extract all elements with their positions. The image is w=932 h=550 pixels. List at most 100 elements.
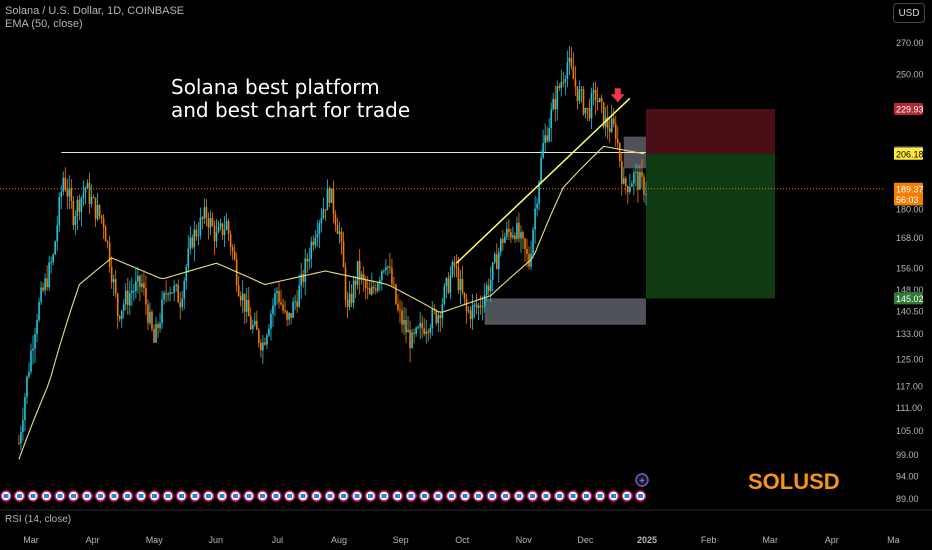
candle-body [578,89,581,102]
candle-body [280,302,282,305]
candle-body [510,232,512,238]
candle [78,194,81,221]
flag-stripe [17,494,22,498]
candle-body [268,328,270,336]
ema-legend[interactable]: EMA (50, close) [5,18,83,30]
candle-body [514,235,516,240]
candle-body [429,328,432,333]
candle-body [260,342,262,351]
price-tag: 189.37 [894,182,924,195]
currency-button[interactable]: USD [893,3,925,23]
candle-body [330,188,333,203]
candle-body [100,215,103,219]
candle-body [161,299,163,324]
candle-body [173,285,175,293]
candle-body [80,197,83,212]
candle [370,272,373,296]
candle-body [215,232,218,242]
event-marker [148,490,161,502]
candle-body [102,218,105,228]
candle [241,280,244,314]
x-tick-label: Mar [762,535,778,545]
candle-body [48,262,50,288]
candle-body [54,241,56,255]
flag-stripe [503,494,508,498]
candle [46,265,48,291]
candle-body [94,197,97,220]
candle-body [175,284,177,286]
candle-body [76,199,79,217]
candle-body [116,293,119,317]
candle-body [383,270,385,272]
candle [260,339,262,358]
candle-body [169,292,171,295]
candle-body [131,290,133,294]
candle-body [38,301,40,320]
y-tick-label: 148.00 [896,285,924,295]
candle [114,270,117,298]
event-marker [0,490,12,502]
event-marker [378,490,390,502]
candle [147,299,149,330]
candle-body [46,278,48,288]
candle-body [401,310,403,325]
candle-body [56,225,59,242]
candle-body [183,280,186,299]
candle [415,326,417,337]
flag-stripe [557,494,562,498]
candle-body [633,172,635,184]
event-marker [121,490,134,502]
candle [173,279,175,301]
candle-body [625,178,627,187]
flag-stripe [179,494,184,498]
candle-body [163,293,165,300]
flag-stripe [516,494,522,498]
candle-body [74,216,77,226]
candle-body [381,271,383,281]
x-tick-label: Feb [701,535,717,545]
price-tag-bg [894,182,923,195]
candle-body [584,107,587,114]
candle [516,216,518,242]
candle [590,87,593,129]
event-marker [337,490,350,502]
candle-body [229,233,232,248]
candle [606,104,609,140]
chart-annotation-line-1: Solana best platform [171,75,380,99]
candle [209,210,212,236]
candle [270,309,272,341]
candle [461,265,464,296]
flag-stripe [327,494,333,498]
candle-body [209,218,212,228]
candle-body [233,251,236,260]
candle [554,85,557,122]
candle [467,306,470,314]
x-tick-label: Mar [23,535,39,545]
candle-body [350,293,353,304]
candle-body [284,310,286,312]
candle [318,219,321,249]
x-tick-label: Apr [825,535,839,545]
candle-body [42,287,44,291]
price-tag: 206.18 [894,147,924,160]
candle-body [193,229,196,248]
candle [207,212,210,240]
candle-body [502,238,504,243]
candle-body [118,316,121,320]
flag-stripe [219,494,225,498]
event-marker [40,490,53,502]
candle [435,308,438,326]
candle [540,150,542,185]
candle [126,277,129,315]
candle-body [368,288,371,295]
event-marker [459,490,471,502]
candle [618,142,621,168]
candle [377,281,379,293]
candle [572,52,575,80]
candle-body [249,316,252,330]
candle-body [415,327,417,334]
symbol-legend[interactable]: Solana / U.S. Dollar, 1D, COINBASE [5,5,185,17]
candle [306,253,309,273]
candle [84,186,87,205]
